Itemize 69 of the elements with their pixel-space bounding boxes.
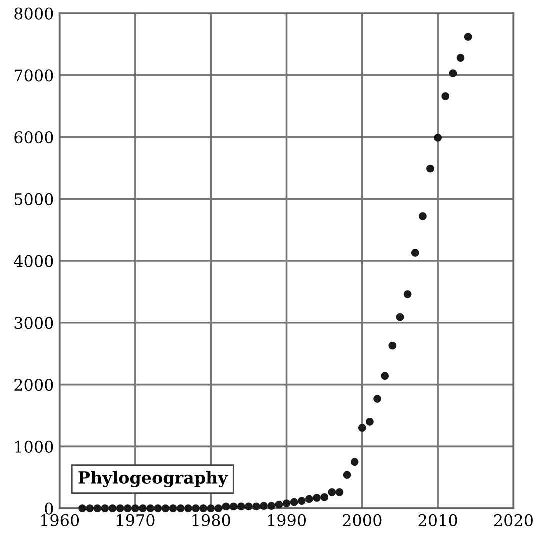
point: [214, 504, 223, 512]
point: [139, 504, 147, 512]
point: [442, 92, 450, 100]
point: [252, 502, 260, 511]
point: [260, 502, 268, 510]
point: [374, 395, 382, 403]
point: [328, 488, 336, 496]
y-tick-label: 0: [45, 502, 54, 515]
point: [290, 498, 298, 506]
point: [101, 504, 110, 512]
point: [94, 504, 102, 512]
y-tick-label: 3000: [14, 317, 54, 330]
y-tick-label: 4000: [14, 255, 54, 268]
y-tick-label: 1000: [16, 440, 54, 453]
x-tick-label: 1990: [268, 514, 306, 526]
point: [282, 500, 291, 508]
point: [411, 249, 420, 257]
x-tick-label: 2020: [494, 514, 533, 526]
x-tick-label: 2010: [418, 514, 458, 526]
point: [78, 504, 86, 512]
point: [132, 504, 140, 512]
point: [388, 342, 397, 350]
point: [192, 504, 200, 512]
point: [116, 504, 124, 512]
point: [381, 372, 390, 380]
point: [320, 493, 329, 502]
point: [418, 212, 427, 220]
point: [404, 290, 412, 298]
x-tick-label: 1960: [41, 514, 80, 526]
point: [207, 504, 216, 512]
point: [358, 424, 366, 432]
point: [162, 504, 170, 512]
y-tick-label: 2000: [14, 379, 54, 392]
point: [124, 504, 132, 512]
point: [449, 70, 458, 78]
point: [456, 54, 465, 62]
point: [184, 504, 192, 512]
point: [298, 497, 306, 506]
point: [343, 471, 352, 480]
point: [434, 134, 442, 142]
x-tick-label: 2000: [343, 514, 382, 526]
point: [154, 504, 162, 512]
y-tick-label: 7000: [14, 70, 54, 82]
point: [108, 504, 117, 512]
point: [306, 495, 314, 504]
annotation: Phylogeography: [78, 471, 228, 488]
point: [169, 504, 178, 512]
point: [200, 504, 208, 512]
point: [244, 502, 253, 511]
point: [350, 458, 359, 466]
y-tick-label: 5000: [14, 193, 54, 206]
x-tick-label: 1970: [117, 514, 155, 526]
point: [396, 313, 404, 322]
point: [275, 500, 284, 509]
y-tick-label: 6000: [14, 131, 54, 144]
point: [313, 494, 321, 502]
point: [366, 418, 374, 426]
point: [230, 502, 238, 511]
point: [176, 504, 185, 512]
point: [86, 504, 94, 512]
y-tick-label: 8000: [14, 8, 54, 20]
point: [464, 33, 472, 41]
point: [222, 502, 230, 511]
point: [146, 504, 155, 512]
point: [426, 164, 434, 173]
point: [268, 502, 276, 510]
point: [336, 488, 344, 496]
x-tick-label: 1980: [192, 514, 230, 526]
point: [237, 502, 246, 511]
